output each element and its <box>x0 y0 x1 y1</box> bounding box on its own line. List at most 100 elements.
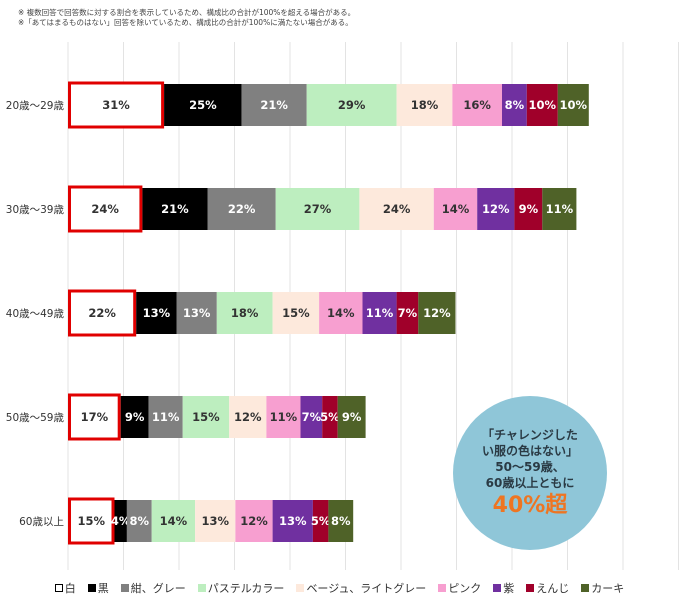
data-label: 8% <box>130 514 150 528</box>
data-label: 5% <box>311 514 331 528</box>
bar-segment <box>359 188 434 230</box>
legend-item: 紫 <box>493 580 514 596</box>
data-label: 9% <box>342 410 362 424</box>
legend-label: 紫 <box>503 582 515 595</box>
callout-line-1: 「チャレンジした <box>482 428 578 442</box>
legend-label: 紺、グレー <box>130 582 186 595</box>
chart-notes: ※ 複数回答で回答数に対する割合を表示しているため、構成比の合計が100%を超え… <box>18 8 355 28</box>
bar-segment <box>126 500 152 542</box>
data-label: 12% <box>240 514 268 528</box>
legend-swatch <box>493 584 502 592</box>
callout-line-3: 50～59歳、 <box>495 460 565 474</box>
bar-segment <box>418 292 456 334</box>
category-label: 60歳以上 <box>19 516 64 528</box>
data-label: 17% <box>81 410 109 424</box>
legend-label: えんじ <box>536 582 570 595</box>
bar-segment <box>337 396 366 438</box>
highlight-box <box>68 81 165 129</box>
bar-segment <box>114 500 127 542</box>
bar-segment <box>557 84 589 126</box>
data-label: 25% <box>189 98 217 112</box>
note-2: ※「あてはまるものはない」回答を除いているため、構成比の合計が100%に満たない… <box>18 18 353 27</box>
bar-segment <box>266 396 301 438</box>
legend-swatch <box>87 584 96 592</box>
highlight-box <box>68 185 143 233</box>
bar-segment <box>68 188 143 230</box>
legend-label: ベージュ、ライトグレー <box>306 582 427 595</box>
data-label: 9% <box>519 202 539 216</box>
callout-line-4: 60歳以上ともに <box>485 476 575 490</box>
data-label: 13% <box>279 514 307 528</box>
bar-segment <box>319 292 363 334</box>
bar-segment <box>514 188 543 230</box>
legend-label: ピンク <box>448 582 482 595</box>
data-label: 8% <box>331 514 351 528</box>
bar-segment <box>229 396 267 438</box>
bar-segment <box>182 396 230 438</box>
data-label: 18% <box>411 98 439 112</box>
bar-segment <box>477 188 515 230</box>
data-label: 15% <box>192 410 220 424</box>
data-label: 5% <box>320 410 340 424</box>
data-label: 12% <box>234 410 262 424</box>
data-label: 10% <box>560 98 588 112</box>
bar-segment <box>300 396 323 438</box>
bar-segment <box>142 188 208 230</box>
data-label: 24% <box>91 202 119 216</box>
category-label: 50歳～59歳 <box>6 412 65 424</box>
bar-segment <box>120 396 149 438</box>
highlight-box <box>68 393 121 441</box>
data-label: 11% <box>366 306 394 320</box>
legend-swatch <box>438 584 447 592</box>
bar-segment <box>312 500 329 542</box>
bar-segment <box>452 84 502 126</box>
bar-segment <box>207 188 276 230</box>
bar-segment <box>195 500 236 542</box>
legend-label: パステルカラー <box>207 582 285 595</box>
legend-item: カーキ <box>581 580 624 596</box>
data-label: 14% <box>160 514 188 528</box>
note-1: ※ 複数回答で回答数に対する割合を表示しているため、構成比の合計が100%を超え… <box>18 8 356 17</box>
bar-segment <box>148 396 183 438</box>
bar-segment <box>542 188 577 230</box>
data-label: 15% <box>77 514 105 528</box>
bar-segment <box>151 500 196 542</box>
bar-segment <box>136 292 177 334</box>
legend-item: パステルカラー <box>197 580 285 596</box>
data-label: 22% <box>88 306 116 320</box>
legend-swatch <box>526 584 535 592</box>
bar-segment <box>322 396 338 438</box>
bar-segment <box>328 500 354 542</box>
bar-segment <box>68 292 137 334</box>
legend-swatch <box>296 584 305 592</box>
legend-item: 白 <box>54 580 76 596</box>
callout-emphasis: 40%超 <box>492 493 568 518</box>
data-label: 13% <box>143 306 171 320</box>
bar-segment <box>164 84 242 126</box>
chart-legend: 白 黒 紺、グレー パステルカラー ベージュ、ライトグレー ピンク 紫 えんじ カーキ <box>0 580 679 596</box>
legend-swatch <box>120 584 129 592</box>
bar-segment <box>68 396 121 438</box>
data-label: 16% <box>463 98 491 112</box>
bar-segment <box>235 500 273 542</box>
data-label: 4% <box>111 514 131 528</box>
category-label: 40歳～49歳 <box>6 308 65 320</box>
data-label: 18% <box>231 306 259 320</box>
bar-segment <box>272 292 320 334</box>
bar-segment <box>68 500 115 542</box>
bar-segment <box>433 188 478 230</box>
legend-swatch <box>197 584 206 592</box>
category-labels: 20歳～29歳 30歳～39歳 40歳～49歳 50歳～59歳 60歳以上 <box>6 100 65 528</box>
bar-segment <box>306 84 397 126</box>
data-label: 13% <box>201 514 229 528</box>
bars: 31% 25% 21% 29% 18% 16% 8% 10% 10% 24% 21% 22% 27% 24… <box>68 81 589 545</box>
data-label: 24% <box>383 202 411 216</box>
data-label: 7% <box>398 306 418 320</box>
category-label: 30歳～39歳 <box>6 204 65 216</box>
data-label: 29% <box>338 98 366 112</box>
legend-label: 白 <box>64 582 76 595</box>
bar-segment <box>275 188 360 230</box>
legend-item: ベージュ、ライトグレー <box>296 580 426 596</box>
highlight-box <box>68 497 115 545</box>
data-label: 9% <box>125 410 145 424</box>
